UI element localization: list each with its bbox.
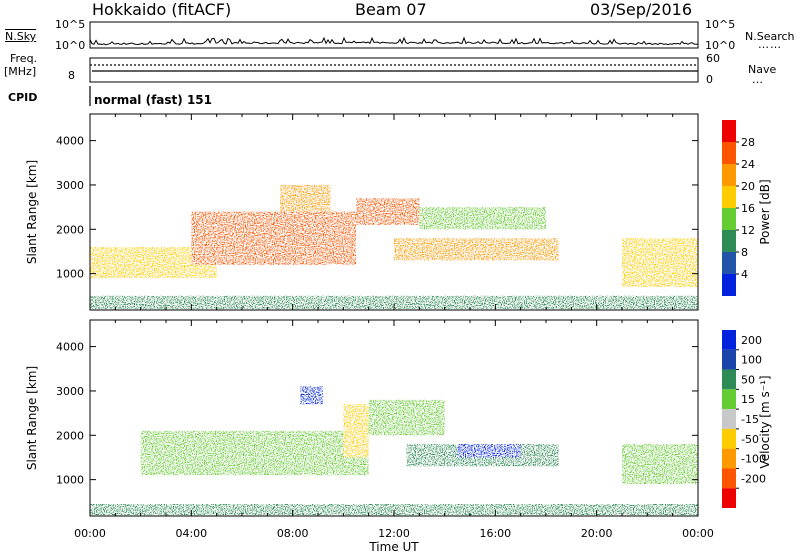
velocity-colorbar-tick-label: -100 xyxy=(741,453,766,466)
station-title: Hokkaido (fitACF) xyxy=(92,0,232,19)
time-tick-label: 20:00 xyxy=(581,527,613,540)
power-colorbar-swatch xyxy=(722,186,736,208)
nsearch-label: N.Search xyxy=(745,30,795,43)
power-colorbar-tick-label: 16 xyxy=(741,202,755,215)
power-echo-region xyxy=(280,184,331,212)
velocity-data-layer xyxy=(90,386,698,516)
velocity-colorbar-swatch xyxy=(722,468,736,489)
velocity-ylabel: Slant Range [km] xyxy=(25,366,39,470)
power-ytick-label: 2000 xyxy=(56,223,84,236)
power-echo-region xyxy=(419,207,546,230)
power-colorbar-tick-label: 20 xyxy=(741,180,755,193)
velocity-echo-region xyxy=(457,444,521,458)
noise-tick-bottom-left: 10^0 xyxy=(55,39,86,52)
velocity-colorbar-swatch xyxy=(722,448,736,469)
power-colorbar-tick-label: 8 xyxy=(741,246,748,259)
noise-strip-frame xyxy=(89,21,699,49)
velocity-ytick-label: 3000 xyxy=(56,385,84,398)
nave-label: Nave xyxy=(748,63,777,76)
freq-label: Freq. xyxy=(10,52,38,65)
velocity-colorbar-tick-label: 200 xyxy=(741,334,762,347)
freq-tick: 8 xyxy=(68,69,75,82)
power-colorbar-swatch xyxy=(722,164,736,186)
velocity-echo-region xyxy=(368,399,445,436)
power-echo-region xyxy=(622,238,698,287)
power-colorbar-swatch xyxy=(722,208,736,230)
nave-tick-top: 60 xyxy=(706,52,720,65)
power-colorbar-tick-label: 12 xyxy=(741,224,755,237)
nsky-label: N.Sky xyxy=(5,30,37,43)
nave-tick-bottom: 0 xyxy=(706,73,713,86)
power-echo-region xyxy=(394,238,559,261)
velocity-ytick-label: 4000 xyxy=(56,341,84,354)
cpid-value: normal (fast) 151 xyxy=(94,93,212,107)
velocity-colorbar: 200 100 50 15 -15 -50 -100 -200 xyxy=(722,330,766,508)
velocity-colorbar-tick-label: 100 xyxy=(741,354,762,367)
velocity-echo-region xyxy=(90,504,698,516)
time-tick-label: 00:00 xyxy=(74,527,106,540)
velocity-colorbar-swatch xyxy=(722,369,736,390)
power-ytick-label: 4000 xyxy=(56,135,84,148)
power-ytick-label: 3000 xyxy=(56,179,84,192)
noise-sky-trace xyxy=(89,36,699,46)
velocity-colorbar-tick-label: 15 xyxy=(741,393,755,406)
velocity-colorbar-swatch xyxy=(722,488,736,508)
velocity-colorbar-label: Velocity [m s⁻¹] xyxy=(758,375,772,468)
power-colorbar-label: Power [dB] xyxy=(758,179,772,244)
noise-tick-top-left: 10^5 xyxy=(55,18,86,31)
time-tick-label: 12:00 xyxy=(378,527,410,540)
time-tick-label: 16:00 xyxy=(479,527,511,540)
nsearch-dots: …… xyxy=(758,38,782,51)
velocity-colorbar-swatch xyxy=(722,389,736,410)
power-colorbar-tick-label: 24 xyxy=(741,158,755,171)
velocity-colorbar-swatch xyxy=(722,349,736,370)
power-colorbar-swatch xyxy=(722,120,736,142)
velocity-colorbar-tick-label: -50 xyxy=(741,433,759,446)
time-axis-label: Time UT xyxy=(368,540,419,554)
velocity-colorbar-tick-label: 50 xyxy=(741,373,755,386)
noise-tick-top-right: 10^5 xyxy=(705,18,736,31)
noise-tick-bottom-right: 10^0 xyxy=(705,39,736,52)
freq-unit: [MHz] xyxy=(4,65,37,78)
power-colorbar-swatch xyxy=(722,230,736,252)
power-echo-region xyxy=(191,211,356,265)
velocity-colorbar-tick-label: -15 xyxy=(741,413,759,426)
velocity-ytick-label: 2000 xyxy=(56,429,84,442)
power-ylabel: Slant Range [km] xyxy=(25,160,39,264)
velocity-ytick-label: 1000 xyxy=(56,474,84,487)
time-tick-label: 04:00 xyxy=(175,527,207,540)
velocity-axes: 1000 2000 3000 4000 00:00 04:00 08:00 12:00 16:0… xyxy=(56,320,714,540)
velocity-colorbar-swatch xyxy=(722,428,736,449)
power-colorbar-swatch xyxy=(722,142,736,164)
velocity-echo-region xyxy=(140,430,369,476)
power-colorbar-tick-label: 4 xyxy=(741,268,748,281)
velocity-echo-region xyxy=(622,444,698,485)
velocity-echo-region xyxy=(300,386,324,405)
velocity-colorbar-swatch xyxy=(722,409,736,429)
power-data-layer xyxy=(90,184,698,310)
power-colorbar-swatch xyxy=(722,252,736,274)
freq-strip-frame xyxy=(89,57,699,83)
power-axes: 1000 2000 3000 4000 xyxy=(56,114,699,310)
velocity-colorbar-tick-label: -200 xyxy=(741,472,766,485)
power-echo-region xyxy=(90,295,698,310)
power-colorbar: 4 8 12 16 20 24 28 xyxy=(722,120,755,296)
velocity-colorbar-swatch xyxy=(722,330,736,350)
velocity-echo-region xyxy=(343,404,369,458)
power-colorbar-swatch xyxy=(722,274,736,296)
nave-dots: … xyxy=(752,73,764,86)
power-colorbar-tick-label: 28 xyxy=(741,136,755,149)
date-title: 03/Sep/2016 xyxy=(590,0,693,19)
power-echo-region xyxy=(356,198,420,225)
beam-title: Beam 07 xyxy=(355,0,427,19)
power-ytick-label: 1000 xyxy=(56,268,84,281)
time-tick-label: 08:00 xyxy=(277,527,309,540)
time-tick-label: 00:00 xyxy=(682,527,714,540)
cpid-label: CPID xyxy=(8,91,38,104)
